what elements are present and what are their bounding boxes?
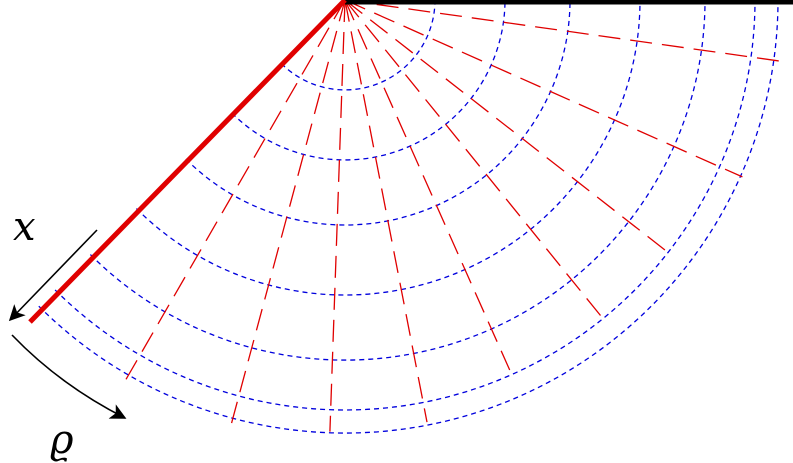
- ray-5: [344, 0, 511, 371]
- ray-7: [344, 0, 673, 257]
- arc-5: [89, 0, 706, 361]
- rho-label: ϱ: [50, 417, 74, 463]
- arc-3: [185, 0, 571, 226]
- concentric-arcs: [38, 0, 779, 434]
- ray-6: [344, 0, 604, 320]
- arc-7: [38, 0, 779, 434]
- ray-3: [329, 0, 346, 432]
- ray-1: [124, 0, 346, 382]
- x-label: x: [13, 204, 36, 250]
- rho-direction-arrow: [11, 334, 127, 419]
- arc-6: [54, 0, 756, 411]
- arc-4: [135, 0, 641, 296]
- ray-8: [344, 0, 743, 178]
- ray-9: [344, 0, 781, 62]
- x-direction-arrow: [8, 229, 98, 322]
- radial-rays: [124, 0, 781, 433]
- arc-2: [231, 0, 506, 161]
- ray-2: [228, 0, 346, 433]
- ray-4: [344, 0, 428, 423]
- arc-1: [280, 0, 436, 91]
- red-edge: [28, 0, 347, 324]
